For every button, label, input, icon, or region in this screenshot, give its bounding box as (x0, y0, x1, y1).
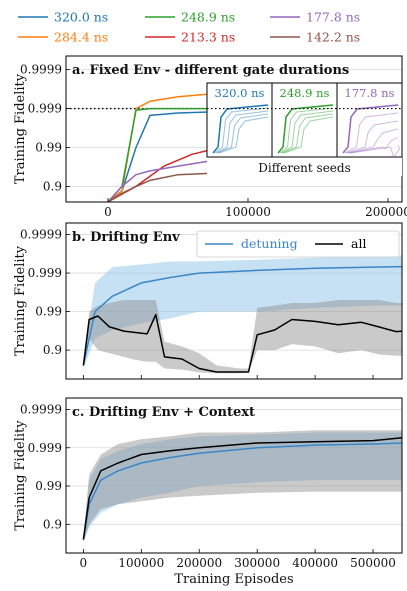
panel-a-ytick-label-2: 0.999 (28, 102, 62, 116)
panel-b-frame (65, 222, 403, 380)
panel-c-xtick-label-5: 500000 (350, 556, 396, 570)
panel-c-xtick-label-0: 0 (80, 556, 88, 570)
inset-seed-2-2 (345, 120, 399, 154)
legend-label-1: 284.4 ns (54, 30, 108, 45)
panel-b-plot-area (66, 234, 402, 374)
panel-a-title: a. Fixed Env - different gate durations (72, 63, 349, 78)
inset-seed-0-4 (218, 116, 269, 154)
legend-label-2: 248.9 ns (181, 10, 235, 25)
panel-c-xtick-label-1: 100000 (118, 556, 164, 570)
inset-seed-2-0 (342, 104, 399, 154)
panel-b-title: b. Drifting Env (72, 230, 180, 245)
panel-b-band-all (83, 300, 402, 374)
inset-seed-2-3 (347, 128, 399, 154)
inset-seed-1-1 (279, 107, 334, 154)
panel-a-ytick-label-1: 0.99 (35, 140, 62, 154)
panel-c-series-all (82, 437, 402, 540)
figure-legend: 320.0 ns 284.4 ns 248.9 ns 213.3 ns 177.8 ns… (18, 10, 360, 45)
panel-c-ylabel: Training Fidelity (13, 420, 28, 531)
panel-a-xtick-label-1: 100000 (225, 205, 271, 219)
panel-a-ytick-label-3: 0.9999 (20, 63, 62, 77)
inset-seed-0-2 (215, 110, 269, 154)
legend-label-0: 320.0 ns (54, 10, 108, 25)
inset-seed-1-2 (280, 110, 334, 154)
panel-c-xtick-label-4: 400000 (292, 556, 338, 570)
panel-b: 0.9 0.99 0.999 0.9999 Training Fidelity b. Dr… (13, 222, 403, 380)
inset-caption: Different seeds (258, 161, 351, 175)
panel-c-band-detuning (83, 432, 402, 543)
legend-label-3: 213.3 ns (181, 30, 235, 45)
panel-b-ytick-label-1: 0.99 (35, 305, 62, 319)
panel-a: 0.9 0.99 0.999 0.9999 0 100000 200000 Training … (13, 55, 407, 219)
inset-different-seeds: 320.0 ns 248.9 ns 177.8 ns Different seeds (206, 82, 403, 176)
panel-b-legend: detuning all (196, 230, 400, 258)
inset-seed-0-0 (212, 104, 269, 154)
panel-c-ytick-label-2: 0.999 (28, 441, 62, 455)
panel-c-xtick-label-3: 300000 (234, 556, 280, 570)
panel-c-ytick-label-0: 0.9 (43, 517, 62, 531)
panel-c-xtick-label-2: 200000 (176, 556, 222, 570)
panel-b-ytick-label-0: 0.9 (43, 343, 62, 357)
panel-c-xlabel: Training Episodes (174, 572, 293, 587)
legend-label-4: 177.8 ns (306, 10, 360, 25)
panel-c-ytick-label-1: 0.99 (35, 479, 62, 493)
inset-seed-1-4 (283, 116, 334, 154)
inset-seed-1-3 (282, 113, 334, 154)
inset-seed-2-5 (350, 144, 401, 159)
panel-b-ylabel: Training Fidelity (13, 245, 28, 356)
panel-b-ytick-label-3: 0.9999 (20, 228, 62, 242)
inset-seed-2-4 (348, 136, 399, 154)
inset-label-1: 248.9 ns (280, 86, 330, 100)
inset-label-0: 320.0 ns (215, 86, 265, 100)
panel-a-xtick-label-2: 200000 (365, 205, 407, 219)
panel-c-ytick-label-3: 0.9999 (20, 402, 62, 416)
panel-c-frame (65, 397, 403, 554)
panel-b-series-detuning (82, 265, 402, 366)
panel-c: 0.9 0.99 0.999 0.9999 0 100000 200000 300000 400… (13, 397, 403, 587)
legend-all-label: all (351, 236, 366, 251)
legend-detuning-label: detuning (241, 236, 298, 251)
inset-seed-0-1 (214, 107, 269, 154)
inset-seed-1-0 (277, 104, 334, 154)
panel-a-ylabel: Training Fidelity (13, 73, 28, 184)
legend-label-5: 142.2 ns (306, 30, 360, 45)
inset-label-2: 177.8 ns (345, 86, 395, 100)
inset-seed-2-1 (344, 112, 399, 154)
panel-c-title: c. Drifting Env + Context (72, 405, 255, 420)
panel-b-band-detuning (83, 255, 402, 369)
inset-seed-0-3 (217, 113, 269, 154)
panel-b-series-all (82, 313, 402, 373)
panel-a-xtick-label-0: 0 (104, 205, 112, 219)
panel-c-plot-area (66, 409, 402, 543)
panel-c-band-all (83, 430, 402, 543)
panel-a-ytick-label-0: 0.9 (43, 179, 62, 193)
panel-c-series-detuning (82, 442, 402, 540)
panel-b-legend-box (196, 230, 400, 258)
panel-b-ytick-label-2: 0.999 (28, 266, 62, 280)
